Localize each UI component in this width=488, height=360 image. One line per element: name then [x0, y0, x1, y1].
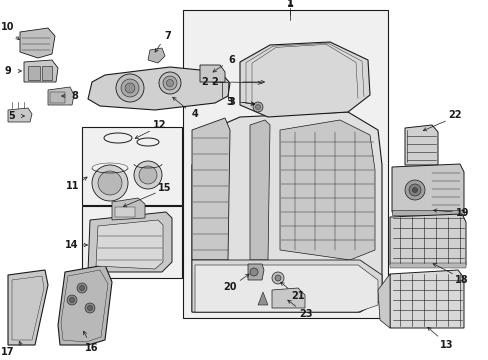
Text: 3: 3 [228, 97, 235, 107]
Polygon shape [112, 198, 145, 220]
Text: 16: 16 [85, 343, 99, 353]
Text: 22: 22 [447, 110, 461, 120]
Polygon shape [377, 274, 389, 328]
Polygon shape [88, 212, 172, 272]
Polygon shape [8, 270, 48, 345]
Bar [28, 66, 40, 80]
Polygon shape [271, 288, 305, 308]
Circle shape [69, 297, 74, 302]
Polygon shape [20, 28, 55, 58]
Text: 2: 2 [211, 77, 218, 87]
Text: 15: 15 [158, 183, 171, 193]
Polygon shape [24, 60, 58, 82]
Polygon shape [391, 164, 463, 212]
Polygon shape [192, 260, 381, 312]
Circle shape [404, 180, 424, 200]
Text: 11: 11 [66, 181, 80, 191]
Polygon shape [280, 120, 374, 260]
Text: 9: 9 [4, 66, 11, 76]
Circle shape [67, 295, 77, 305]
Polygon shape [247, 264, 264, 280]
Circle shape [255, 104, 260, 109]
Circle shape [98, 171, 122, 195]
Circle shape [87, 306, 92, 310]
Text: 8: 8 [71, 91, 78, 101]
Circle shape [271, 272, 284, 284]
Text: 7: 7 [164, 31, 171, 41]
Bar [82, 206, 182, 278]
Bar [50, 92, 65, 103]
Text: 19: 19 [455, 208, 469, 218]
Text: 13: 13 [439, 340, 453, 350]
Text: 17: 17 [1, 347, 15, 357]
Polygon shape [389, 263, 465, 268]
Text: 10: 10 [1, 22, 15, 32]
Text: 4: 4 [191, 109, 198, 119]
Polygon shape [88, 67, 229, 110]
Bar [183, 10, 387, 318]
Text: 12: 12 [153, 120, 166, 130]
Polygon shape [8, 108, 32, 122]
Text: 18: 18 [454, 275, 468, 285]
Text: 3: 3 [226, 97, 233, 107]
Polygon shape [192, 112, 381, 312]
Polygon shape [389, 214, 465, 265]
Polygon shape [192, 118, 229, 260]
Circle shape [166, 80, 173, 86]
Circle shape [125, 83, 135, 93]
Circle shape [85, 303, 95, 313]
Polygon shape [258, 292, 267, 305]
Circle shape [80, 285, 84, 291]
Text: 21: 21 [291, 291, 304, 301]
Circle shape [139, 166, 157, 184]
Polygon shape [240, 42, 369, 117]
Circle shape [134, 161, 162, 189]
Polygon shape [96, 220, 163, 269]
Text: 1: 1 [286, 0, 293, 9]
Polygon shape [148, 48, 164, 63]
Circle shape [408, 184, 420, 196]
Bar [82, 127, 182, 205]
Polygon shape [249, 120, 269, 260]
Polygon shape [200, 65, 224, 82]
Polygon shape [195, 265, 377, 312]
Polygon shape [391, 210, 463, 215]
Circle shape [163, 76, 177, 90]
Text: 2: 2 [201, 77, 208, 87]
Circle shape [252, 102, 263, 112]
Polygon shape [48, 87, 74, 105]
Circle shape [121, 79, 139, 97]
Text: 5: 5 [9, 111, 15, 121]
Text: 23: 23 [299, 309, 312, 319]
Text: 1: 1 [286, 0, 293, 8]
Bar [42, 66, 52, 80]
Polygon shape [58, 265, 112, 345]
Circle shape [412, 188, 417, 193]
Text: 20: 20 [223, 282, 236, 292]
Circle shape [77, 283, 87, 293]
Circle shape [92, 165, 128, 201]
Polygon shape [404, 125, 437, 165]
Bar [115, 207, 135, 217]
Circle shape [116, 74, 143, 102]
Circle shape [274, 275, 281, 281]
Text: 14: 14 [65, 240, 79, 250]
Circle shape [159, 72, 181, 94]
Polygon shape [389, 270, 463, 328]
Text: 6: 6 [228, 55, 235, 65]
Circle shape [249, 268, 258, 276]
